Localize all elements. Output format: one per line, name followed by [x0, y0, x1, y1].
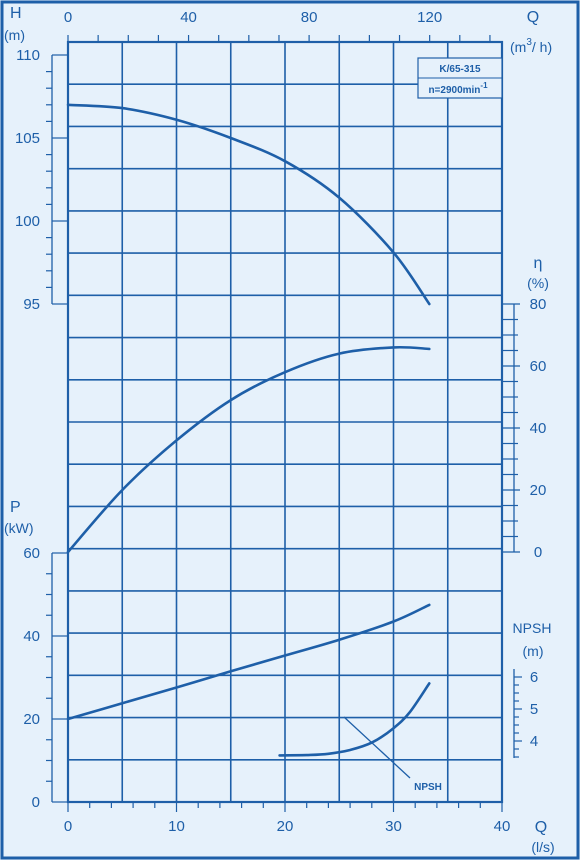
top-axis-unit: (m3/ h) [510, 37, 552, 55]
power-axis-tick-label: 40 [23, 628, 40, 645]
top-axis-tick-label: 40 [180, 9, 197, 26]
head-axis-tick-label: 100 [15, 213, 40, 230]
power-curve [66, 603, 431, 721]
bottom-axis-tick-label: 30 [385, 818, 402, 835]
head-axis-unit: (m) [4, 27, 25, 43]
top-axis-title: Q [527, 9, 539, 26]
head-curve [66, 103, 431, 306]
bottom-axis-tick-label: 20 [277, 818, 294, 835]
npsh-axis: 4 5 6 [513, 669, 538, 758]
top-flow-axis: 0 40 80 120 [64, 9, 491, 42]
power-axis-tick-label: 60 [23, 545, 40, 562]
power-axis-tick-label: 20 [23, 711, 40, 728]
efficiency-axis: 0 20 40 60 80 [502, 296, 546, 561]
npsh-curve [278, 682, 431, 757]
bottom-axis-tick-label: 10 [168, 818, 185, 835]
model-name: K/65-315 [439, 64, 481, 75]
efficiency-axis-tick-label: 40 [530, 420, 547, 437]
power-axis-title: P [10, 499, 21, 516]
top-axis-tick-label: 80 [301, 9, 318, 26]
curves [66, 103, 431, 757]
bottom-flow-axis: 0 10 20 30 40 [64, 802, 511, 835]
bottom-axis-title: Q [535, 819, 547, 836]
efficiency-axis-tick-label: 20 [530, 482, 547, 499]
npsh-callout-leader [343, 716, 411, 779]
head-axis-title: H [10, 5, 22, 22]
model-label-box: K/65-315 n=2900min-1 [417, 57, 503, 99]
head-axis-tick-label: 110 [16, 47, 40, 64]
head-axis-tick-label: 105 [15, 130, 40, 147]
efficiency-axis-tick-label: 60 [530, 358, 547, 375]
npsh-callout-label: NPSH [414, 782, 442, 793]
efficiency-axis-unit: (%) [527, 275, 549, 291]
efficiency-axis-title: η [534, 255, 543, 272]
model-speed: n=2900min-1 [428, 81, 488, 96]
npsh-axis-tick-label: 5 [530, 701, 538, 718]
head-axis: 95 100 105 110 [15, 47, 68, 313]
npsh-axis-tick-label: 6 [530, 669, 538, 686]
bottom-axis-tick-label: 40 [494, 818, 511, 835]
head-axis-tick-label: 95 [23, 296, 40, 313]
top-axis-tick-label: 120 [417, 9, 442, 26]
npsh-axis-tick-label: 4 [530, 733, 538, 750]
npsh-axis-unit: (m) [523, 643, 544, 659]
grid-lines [68, 42, 502, 802]
top-axis-tick-label: 0 [64, 9, 72, 26]
power-axis-unit: (kW) [4, 520, 34, 536]
bottom-axis-tick-label: 0 [64, 818, 72, 835]
power-axis-tick-label: 0 [32, 794, 40, 811]
bottom-axis-unit: (l/s) [531, 839, 554, 855]
power-axis: 0 20 40 60 [23, 545, 68, 811]
efficiency-axis-tick-label: 0 [534, 544, 542, 561]
efficiency-axis-tick-label: 80 [530, 296, 547, 313]
npsh-axis-title: NPSH [513, 620, 552, 636]
efficiency-curve [66, 345, 431, 554]
